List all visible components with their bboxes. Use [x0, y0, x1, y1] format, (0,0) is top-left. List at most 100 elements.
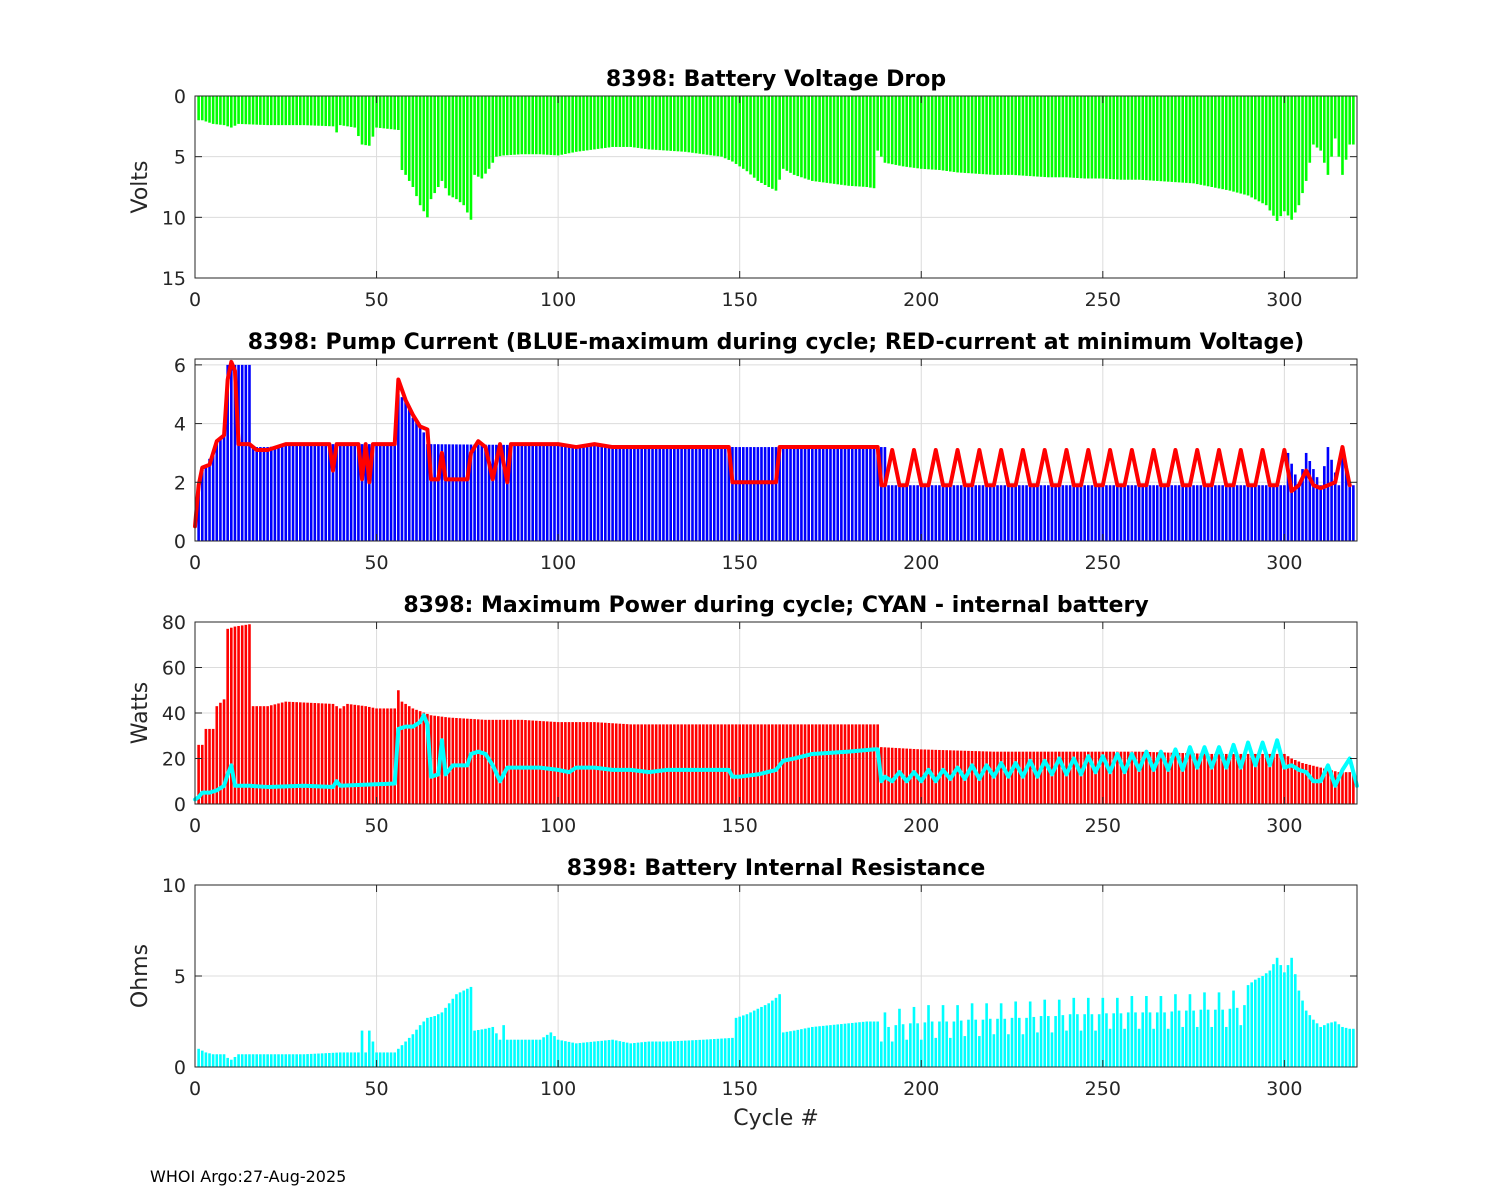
- bar: [832, 96, 836, 184]
- x-tick-label: 250: [1085, 289, 1121, 311]
- axes-frame: [194, 95, 1358, 279]
- bar: [840, 96, 843, 185]
- bar: [1126, 485, 1130, 541]
- bar: [774, 997, 778, 1067]
- bar: [872, 447, 876, 541]
- bar: [745, 447, 749, 541]
- bar: [1007, 1034, 1010, 1067]
- y-tick-label: 60: [162, 658, 186, 680]
- bar: [516, 96, 520, 155]
- bar: [564, 445, 567, 541]
- bar: [1272, 485, 1275, 541]
- panel-1: 0 50 100 150 200 250 300 0 5 10 15 8398: Battery Vo…: [128, 67, 1358, 311]
- bar: [629, 446, 633, 541]
- bar: [658, 96, 662, 151]
- bar: [796, 96, 800, 177]
- bar: [1224, 753, 1228, 804]
- bar: [767, 724, 771, 805]
- bar: [1304, 1010, 1308, 1067]
- bar: [600, 722, 603, 804]
- bar: [1159, 996, 1163, 1067]
- bar: [1250, 96, 1253, 198]
- series-2: [193, 713, 1359, 802]
- series-2: [193, 359, 1352, 529]
- bar: [516, 1039, 520, 1067]
- bar: [1293, 974, 1297, 1067]
- bar: [731, 447, 734, 541]
- bar: [607, 1040, 611, 1067]
- bar: [393, 444, 397, 541]
- bar: [967, 750, 970, 804]
- bar: [694, 96, 698, 154]
- x-tick-label: 0: [189, 1078, 201, 1100]
- bar: [811, 96, 814, 181]
- bar: [273, 1054, 277, 1067]
- bar: [458, 992, 462, 1067]
- bar: [1217, 753, 1221, 804]
- bar: [771, 96, 774, 189]
- bar: [542, 445, 545, 541]
- bar: [716, 96, 720, 157]
- bar: [415, 709, 418, 804]
- bar: [1323, 768, 1326, 804]
- bar: [1228, 485, 1232, 541]
- bar: [593, 96, 596, 150]
- bar: [1155, 485, 1159, 541]
- bar: [1308, 461, 1312, 541]
- bar: [230, 1059, 233, 1067]
- bar: [531, 445, 535, 541]
- bar: [898, 748, 901, 804]
- bar: [480, 1029, 484, 1067]
- bar: [1028, 96, 1032, 177]
- bar: [930, 485, 934, 541]
- bar: [466, 96, 469, 213]
- bar: [909, 485, 912, 541]
- bar: [683, 446, 687, 541]
- bar: [1068, 485, 1072, 541]
- bar: [244, 624, 248, 804]
- bar: [967, 96, 970, 174]
- bar: [676, 724, 680, 805]
- bar: [952, 1021, 956, 1067]
- bar: [197, 488, 200, 541]
- x-tick-label: 0: [189, 289, 201, 311]
- bar: [807, 724, 810, 805]
- bar: [1261, 753, 1264, 804]
- bar: [1032, 485, 1036, 541]
- bar: [455, 444, 458, 541]
- bar: [364, 1052, 367, 1067]
- bar: [887, 747, 890, 804]
- bar: [389, 96, 393, 130]
- bar: [1312, 469, 1315, 541]
- bar: [273, 446, 277, 541]
- bar: [654, 96, 658, 150]
- bar: [618, 1041, 622, 1067]
- bar: [433, 96, 436, 194]
- bar: [1319, 485, 1322, 541]
- bar: [1159, 485, 1163, 541]
- bar: [1137, 96, 1141, 180]
- bar: [324, 444, 328, 541]
- bar: [484, 96, 487, 174]
- bar: [1224, 96, 1228, 190]
- bar: [433, 715, 436, 804]
- bar: [244, 364, 248, 541]
- bar: [288, 445, 291, 541]
- bar: [811, 447, 814, 541]
- bar: [876, 447, 879, 541]
- bar: [633, 446, 636, 541]
- bar: [803, 447, 807, 541]
- bar: [1017, 751, 1021, 804]
- bar: [1141, 96, 1145, 180]
- bar: [796, 447, 800, 541]
- bar: [593, 722, 596, 804]
- bar: [491, 444, 495, 541]
- y-tick-label: 15: [162, 268, 186, 290]
- bar: [1185, 96, 1188, 183]
- bar: [215, 706, 219, 804]
- bar: [1308, 1015, 1312, 1067]
- bar: [244, 1054, 248, 1067]
- bar: [593, 445, 596, 541]
- bar: [1079, 96, 1083, 179]
- bar: [607, 445, 611, 541]
